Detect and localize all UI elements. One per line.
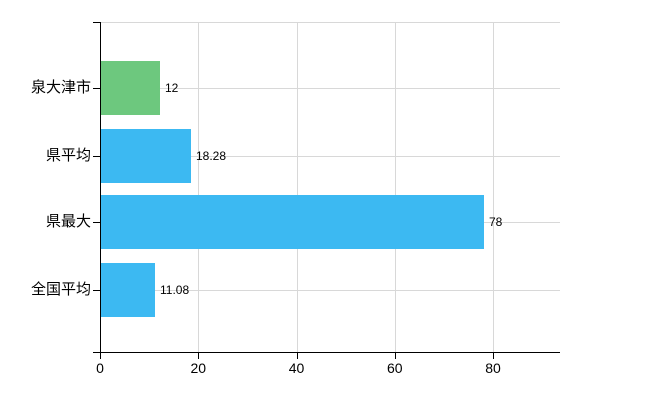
y-axis-top-tick [93, 22, 100, 23]
vertical-gridline [493, 22, 494, 352]
x-axis-tick [100, 353, 101, 359]
x-axis-line [93, 352, 560, 353]
x-tick-label: 40 [288, 360, 305, 376]
x-axis-tick [493, 353, 494, 359]
y-axis-tick [93, 88, 100, 89]
horizontal-gridline [100, 290, 560, 291]
x-tick-label: 0 [96, 360, 104, 376]
y-axis-tick [93, 222, 100, 223]
plot-top-border-line [100, 22, 560, 23]
y-axis-tick [93, 290, 100, 291]
bar-value-label: 12 [165, 81, 179, 95]
y-axis-tick [93, 156, 100, 157]
category-label: 県最大 [45, 213, 91, 230]
x-axis-tick [394, 353, 396, 359]
vertical-gridline [394, 22, 396, 352]
bar [101, 129, 191, 183]
horizontal-gridline [100, 88, 560, 89]
x-axis-tick [296, 353, 298, 359]
x-tick-label: 60 [386, 360, 403, 376]
vertical-gridline [198, 22, 200, 352]
horizontal-gridline [100, 156, 560, 157]
bar-value-label: 11.08 [160, 283, 190, 297]
x-axis-tick [198, 353, 200, 359]
bar [101, 195, 484, 249]
bar-value-label: 78 [489, 215, 503, 229]
category-label: 県平均 [45, 147, 91, 164]
bar-value-label: 18.28 [196, 149, 227, 163]
category-label: 全国平均 [30, 281, 91, 298]
category-label: 泉大津市 [30, 79, 91, 96]
x-tick-label: 80 [485, 360, 501, 376]
bar [101, 263, 155, 317]
bar [101, 61, 160, 115]
y-axis-line [100, 22, 101, 352]
vertical-gridline [296, 22, 298, 352]
x-tick-label: 20 [190, 360, 207, 376]
